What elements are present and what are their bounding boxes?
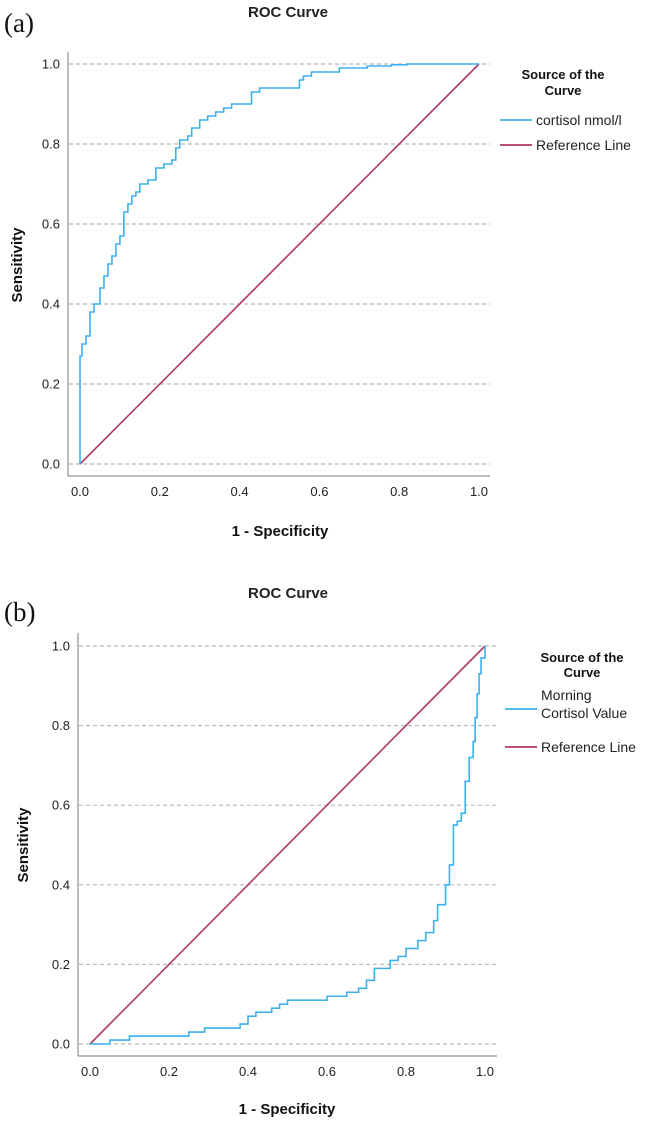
panel-label: (a) [4,8,34,38]
y-tick-label: 0.2 [52,957,70,972]
x-tick-label: 1.0 [470,484,488,499]
x-tick-label: 0.6 [310,484,328,499]
y-tick-label: 1.0 [52,639,70,654]
y-tick-label: 0.2 [42,377,60,392]
reference-line-series-line [89,645,486,1045]
x-tick-label: 0.4 [239,1064,257,1079]
legend-title: Source of the [540,650,623,665]
x-tick-label: 0.0 [71,484,89,499]
legend-title: Curve [564,665,601,680]
x-axis-title: 1 - Specificity [232,523,329,540]
chart-title: ROC Curve [248,585,328,602]
x-tick-label: 0.8 [397,1064,415,1079]
reference-line-series-line [79,63,480,465]
morning-cortisol-value-series-line [90,646,486,1045]
y-tick-label: 0.6 [52,798,70,813]
y-axis-title: Sensitivity [9,227,26,303]
y-tick-label: 0.8 [52,718,70,733]
x-axis-title: 1 - Specificity [239,1101,336,1118]
y-tick-label: 0.6 [42,217,60,232]
legend-label: Cortisol Value [541,705,627,721]
y-tick-label: 0.0 [42,457,60,472]
x-tick-label: 0.8 [390,484,408,499]
legend-label: Reference Line [536,137,631,153]
legend-title: Source of the [521,67,604,82]
chart-title: ROC Curve [248,4,328,21]
y-tick-label: 1.0 [42,57,60,72]
x-tick-label: 0.6 [318,1064,336,1079]
y-axis-title: Sensitivity [15,807,32,883]
x-tick-label: 1.0 [476,1064,494,1079]
x-tick-label: 0.2 [160,1064,178,1079]
roc-chart-a: (a) ROC Curve 0.0 0.2 0.4 0.6 0.8 1.0 0.0 0.2 0.4 0… [4,4,631,540]
roc-chart-b: (b) ROC Curve 0.0 0.2 0.4 0.6 0.8 1.0 0.0 0.2 0.4 0… [4,585,636,1118]
panel-label: (b) [4,597,35,627]
legend-label: cortisol nmol/l [536,112,622,128]
y-tick-label: 0.4 [42,297,60,312]
legend-label: Morning [541,687,592,703]
x-tick-label: 0.4 [231,484,249,499]
x-tick-label: 0.2 [151,484,169,499]
x-tick-label: 0.0 [81,1064,99,1079]
cortisol-nmol-l-series-line [79,63,479,464]
y-tick-label: 0.4 [52,877,70,892]
y-tick-label: 0.0 [52,1037,70,1052]
y-tick-label: 0.8 [42,137,60,152]
legend-title: Curve [545,83,582,98]
legend-label: Reference Line [541,739,636,755]
